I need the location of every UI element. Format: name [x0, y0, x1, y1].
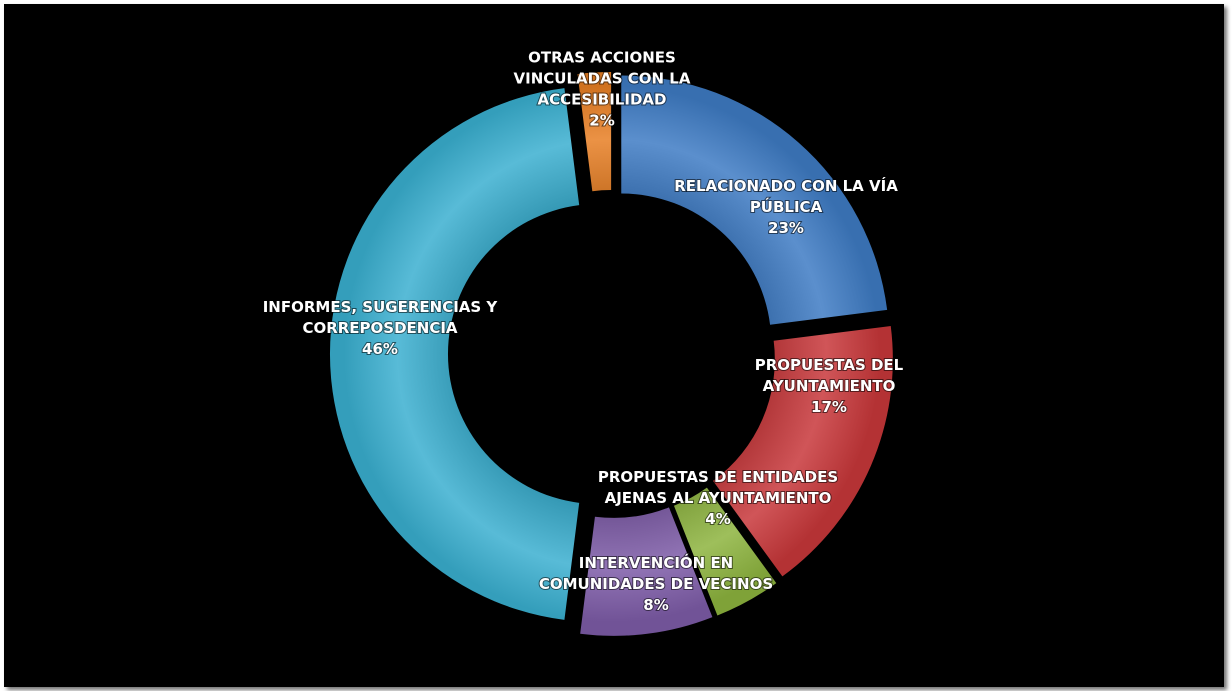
slice-category-label: ACCESIBILIDAD	[538, 91, 667, 109]
slice-2	[673, 487, 777, 616]
slice-category-label: VINCULADAS CON LA	[514, 70, 691, 88]
slice-category-label: RELACIONADO CON LA VÍA	[674, 176, 898, 195]
slice-value-label: 23%	[768, 219, 804, 237]
slice-category-label: CORREPOSDENCIA	[302, 319, 457, 337]
labels-group: RELACIONADO CON LA VÍA PÚBLICA 23% PROPUEST…	[262, 48, 905, 616]
slice-label-4: INFORMES, SUGERENCIAS Y CORREPOSDENCIA 46%	[263, 298, 499, 358]
slice-label-2: PROPUESTAS DE ENTIDADES AJENAS AL AYUNTAM…	[598, 468, 838, 528]
slice-category-label: INTERVENCIÓN EN	[579, 553, 734, 572]
slice-value-label: 17%	[811, 398, 847, 416]
slice-category-label: PROPUESTAS DE ENTIDADES	[598, 468, 838, 486]
slice-category-label: AJENAS AL AYUNTAMIENTO	[605, 489, 832, 507]
slice-category-label: OTRAS ACCIONES	[528, 49, 676, 67]
slice-label-3: INTERVENCIÓN EN COMUNIDADES DE VECINOS 8%	[539, 553, 773, 614]
slice-category-label: COMUNIDADES DE VECINOS	[539, 575, 773, 593]
slice-category-label: PROPUESTAS DEL	[755, 356, 904, 374]
slice-label-0: RELACIONADO CON LA VÍA PÚBLICA 23%	[674, 176, 898, 237]
slice-label-1: PROPUESTAS DEL AYUNTAMIENTO 17%	[755, 356, 904, 416]
slices-group	[329, 72, 893, 636]
slice-5	[577, 72, 612, 192]
slice-category-label: INFORMES, SUGERENCIAS Y	[263, 298, 499, 316]
slice-3	[580, 507, 713, 636]
slice-0	[621, 75, 888, 325]
slice-value-label: 46%	[362, 340, 398, 358]
slice-1	[713, 325, 893, 577]
slice-value-label: 2%	[589, 112, 614, 130]
slice-category-label: AYUNTAMIENTO	[763, 377, 896, 395]
slice-category-label: PÚBLICA	[750, 197, 823, 216]
slice-value-label: 8%	[643, 596, 668, 614]
slice-value-label: 4%	[705, 510, 730, 528]
slice-label-5: OTRAS ACCIONES VINCULADAS CON LA ACCESIBIL…	[514, 49, 691, 130]
slice-4	[329, 88, 580, 620]
